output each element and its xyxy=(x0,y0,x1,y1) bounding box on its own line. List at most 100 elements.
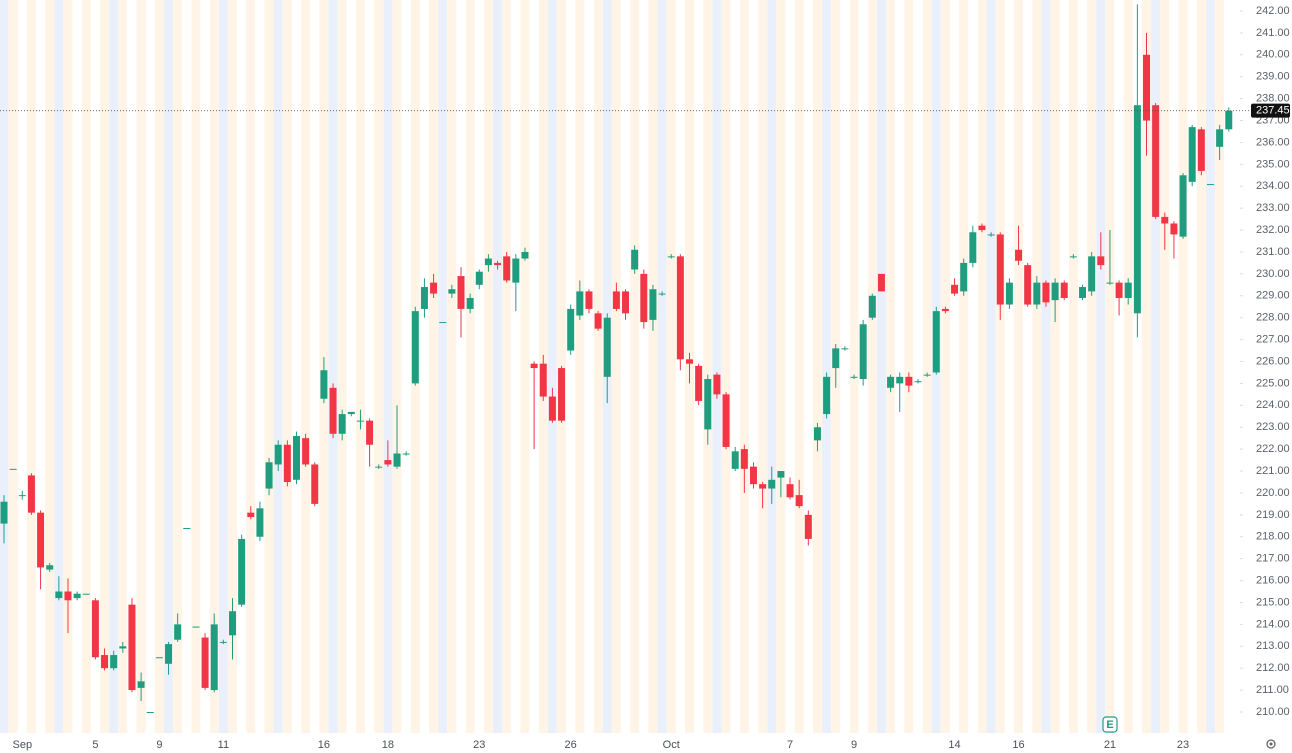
session-band xyxy=(575,0,585,733)
x-tick-label: 14 xyxy=(948,739,960,751)
candle-body xyxy=(155,657,163,659)
y-tick-label: 218.00 xyxy=(1256,531,1290,543)
candle-body xyxy=(91,600,99,658)
candle-body xyxy=(768,479,776,489)
session-band xyxy=(218,0,228,733)
session-band xyxy=(812,0,822,733)
candle-body xyxy=(612,291,620,309)
session-band xyxy=(429,0,439,733)
session-band xyxy=(630,0,640,733)
candle-body xyxy=(1015,249,1023,261)
candle-body xyxy=(37,512,45,568)
session-band xyxy=(1050,0,1060,733)
session-band xyxy=(867,0,877,733)
session-band xyxy=(657,0,667,733)
x-tick-label: 21 xyxy=(1104,739,1116,751)
session-band xyxy=(383,0,393,733)
settings-icon[interactable] xyxy=(1266,739,1276,749)
candle-body xyxy=(722,394,730,447)
x-tick-label: 7 xyxy=(787,739,793,751)
candle-body xyxy=(402,453,410,455)
y-tick-label: 232.00 xyxy=(1256,224,1290,236)
candle-body xyxy=(548,396,556,421)
x-tick-label: 26 xyxy=(565,739,577,751)
x-tick-label: Oct xyxy=(663,739,680,751)
candle-body xyxy=(1079,287,1087,298)
x-tick-label: 16 xyxy=(1012,739,1024,751)
candle-body xyxy=(1124,282,1132,298)
session-band xyxy=(849,0,859,733)
candle-body xyxy=(475,271,483,285)
candle-body xyxy=(1106,282,1114,284)
candle-body xyxy=(631,249,639,270)
y-tick-label: 226.00 xyxy=(1256,355,1290,367)
session-band xyxy=(447,0,457,733)
candle-body xyxy=(896,376,904,384)
candle-body xyxy=(110,655,118,669)
session-band xyxy=(922,0,932,733)
candle-body xyxy=(1097,256,1105,266)
candle-body xyxy=(1042,282,1050,303)
candle-body xyxy=(877,273,885,292)
candle-body xyxy=(667,256,675,258)
session-band xyxy=(26,0,36,733)
candle-body xyxy=(740,449,748,469)
session-band xyxy=(593,0,603,733)
candle-body xyxy=(46,565,54,570)
session-band xyxy=(977,0,987,733)
session-band xyxy=(794,0,804,733)
x-tick-label: 11 xyxy=(218,739,229,751)
candle-body xyxy=(73,593,81,599)
candle-body xyxy=(457,276,465,309)
candle-body xyxy=(1216,129,1224,147)
session-band xyxy=(282,0,292,733)
session-band xyxy=(721,0,731,733)
session-band xyxy=(1215,0,1225,733)
session-band xyxy=(301,0,311,733)
candle-body xyxy=(503,256,511,281)
candle-body xyxy=(1152,105,1160,217)
session-band xyxy=(995,0,1005,733)
candle-body xyxy=(274,444,282,465)
candle-body xyxy=(594,313,602,329)
last-price-label: 237.45 xyxy=(1256,105,1290,117)
session-band xyxy=(465,0,475,733)
candle-body xyxy=(338,414,346,434)
session-band xyxy=(0,0,9,733)
candle-body xyxy=(795,495,803,507)
session-band xyxy=(1068,0,1078,733)
candle-body xyxy=(923,374,931,376)
session-band xyxy=(81,0,91,733)
session-band xyxy=(355,0,365,733)
session-band xyxy=(118,0,128,733)
y-tick-label: 217.00 xyxy=(1256,553,1290,565)
candle-body xyxy=(676,256,684,360)
session-band xyxy=(822,0,832,733)
y-tick-label: 216.00 xyxy=(1256,574,1290,586)
y-tick-label: 233.00 xyxy=(1256,202,1290,214)
candle-body xyxy=(859,324,867,380)
session-band xyxy=(1151,0,1161,733)
session-band xyxy=(109,0,119,733)
session-band xyxy=(45,0,55,733)
session-band xyxy=(940,0,950,733)
session-band xyxy=(164,0,174,733)
candle-body xyxy=(265,462,273,489)
candle-body xyxy=(731,451,739,469)
y-tick-label: 240.00 xyxy=(1256,49,1290,61)
session-band xyxy=(264,0,274,733)
session-band xyxy=(1178,0,1188,733)
session-band xyxy=(959,0,969,733)
session-band xyxy=(63,0,73,733)
candle-body xyxy=(1188,127,1196,182)
session-band xyxy=(54,0,64,733)
candle-body xyxy=(311,464,319,504)
candle-body xyxy=(494,262,502,266)
candle-body xyxy=(119,646,127,649)
candle-body xyxy=(603,317,611,377)
candle-body xyxy=(1143,54,1150,121)
candle-body xyxy=(841,348,849,350)
session-band xyxy=(776,0,786,733)
